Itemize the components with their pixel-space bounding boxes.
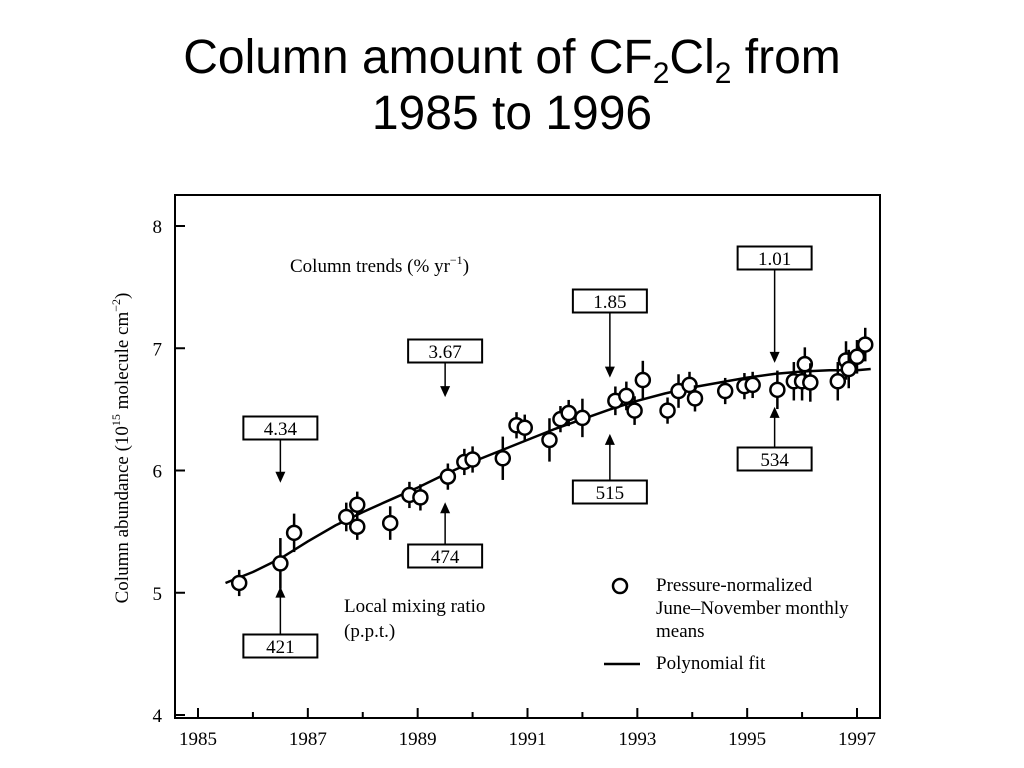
title-sub2: 2: [714, 57, 732, 90]
legend-points-label-line3: means: [656, 621, 705, 642]
y-axis-label-main: Column abundance (10: [112, 426, 133, 603]
polynomial-fit-line: [225, 367, 871, 585]
data-point: [634, 371, 652, 389]
data-point: [494, 450, 512, 467]
x-tick-label: 1993: [618, 729, 656, 750]
data-point: [829, 373, 847, 390]
trend-box-arrow-head: [604, 366, 615, 378]
data-point: [796, 355, 814, 373]
data-point: [686, 390, 704, 407]
data-point: [681, 376, 698, 394]
trend-box-arrow-head: [440, 386, 451, 398]
data-point: [541, 431, 558, 449]
trends-annotation-main: Column trends (% yr: [290, 256, 451, 277]
data-point: [439, 468, 457, 485]
data-point: [716, 382, 734, 400]
data-point: [802, 374, 819, 391]
legend-points-label-line2: June–November monthly: [656, 598, 849, 619]
y-tick-label: 6: [153, 462, 163, 483]
mixing-box-label: 515: [596, 483, 625, 504]
legend-points-label-line1: Pressure-normalized: [656, 575, 813, 596]
title-part3: from: [731, 31, 841, 84]
x-tick-label: 1995: [728, 729, 766, 750]
trend-box-label: 4.34: [264, 419, 298, 440]
y-axis-label: Column abundance (1015 molecule cm−2): [109, 293, 133, 604]
trend-box-label: 3.67: [429, 342, 462, 363]
data-point: [618, 387, 635, 405]
trend-box-arrow-head: [769, 351, 780, 363]
y-axis-ticks: 4 5 6 7 8: [153, 217, 185, 727]
mixing-box-label: 474: [431, 547, 460, 568]
y-tick-label: 4: [153, 706, 163, 727]
data-point: [349, 496, 366, 513]
y-axis-label-end: ): [112, 293, 133, 299]
y-axis-label-sup1: 15: [109, 414, 123, 426]
mixing-box-arrow-head: [275, 586, 286, 598]
legend-point-marker: [611, 577, 629, 595]
trends-annotation: Column trends (% yr−1): [290, 253, 469, 277]
data-point: [272, 555, 289, 572]
title-part1: Column amount of CF: [183, 31, 653, 84]
mixing-box-arrow-head: [604, 433, 615, 445]
data-point: [560, 404, 577, 422]
y-axis-label-sup2: −2: [109, 299, 123, 312]
x-axis-ticks: 1985 1987 1989 1991 1993 1995 1997: [179, 708, 876, 750]
title-sub1: 2: [652, 57, 670, 90]
data-point: [769, 381, 786, 399]
mixing-box-arrow-head: [440, 502, 451, 514]
data-point: [744, 376, 761, 394]
legend-line-label: Polynomial fit: [656, 653, 766, 674]
data-point: [381, 514, 399, 532]
trend-box-label: 1.01: [758, 249, 791, 270]
slide-title: Column amount of CF2Cl2 from 1985 to 199…: [0, 30, 1024, 142]
mixing-box-label: 421: [266, 637, 295, 658]
data-point: [412, 489, 429, 506]
title-line2: 1985 to 1996: [371, 87, 653, 140]
data-point: [856, 336, 874, 353]
trend-box-arrow-head: [275, 471, 286, 483]
data-points: [230, 327, 874, 597]
data-point: [230, 574, 248, 592]
y-axis-label-mid: molecule cm: [112, 312, 133, 415]
mixing-box-arrow-head: [769, 406, 780, 418]
data-point: [659, 402, 676, 419]
y-tick-label: 8: [153, 217, 163, 238]
legend: Pressure-normalized June–November monthl…: [604, 575, 849, 674]
trends-annotation-end: ): [463, 256, 469, 277]
y-tick-label: 5: [153, 584, 163, 605]
data-point: [349, 518, 366, 535]
x-tick-label: 1987: [289, 729, 327, 750]
y-tick-label: 7: [153, 339, 163, 360]
annotation-boxes: 4.34 3.67 1.85 1.01 421 474 515 534: [242, 245, 813, 659]
data-point: [464, 451, 481, 468]
title-part2: Cl: [669, 31, 715, 84]
x-tick-label: 1989: [399, 729, 437, 750]
mixing-annotation-line1: Local mixing ratio: [344, 596, 485, 617]
trend-box-label: 1.85: [593, 292, 626, 313]
x-tick-label: 1991: [509, 729, 547, 750]
x-tick-label: 1997: [838, 729, 876, 750]
data-point: [516, 419, 534, 436]
trends-annotation-sup: −1: [450, 253, 463, 267]
data-point: [338, 508, 355, 526]
data-point: [574, 409, 591, 427]
mixing-annotation-line2: (p.p.t.): [344, 621, 395, 642]
data-point: [626, 402, 643, 419]
mixing-box-label: 534: [760, 450, 789, 471]
x-tick-label: 1985: [179, 729, 217, 750]
data-point: [285, 524, 303, 542]
